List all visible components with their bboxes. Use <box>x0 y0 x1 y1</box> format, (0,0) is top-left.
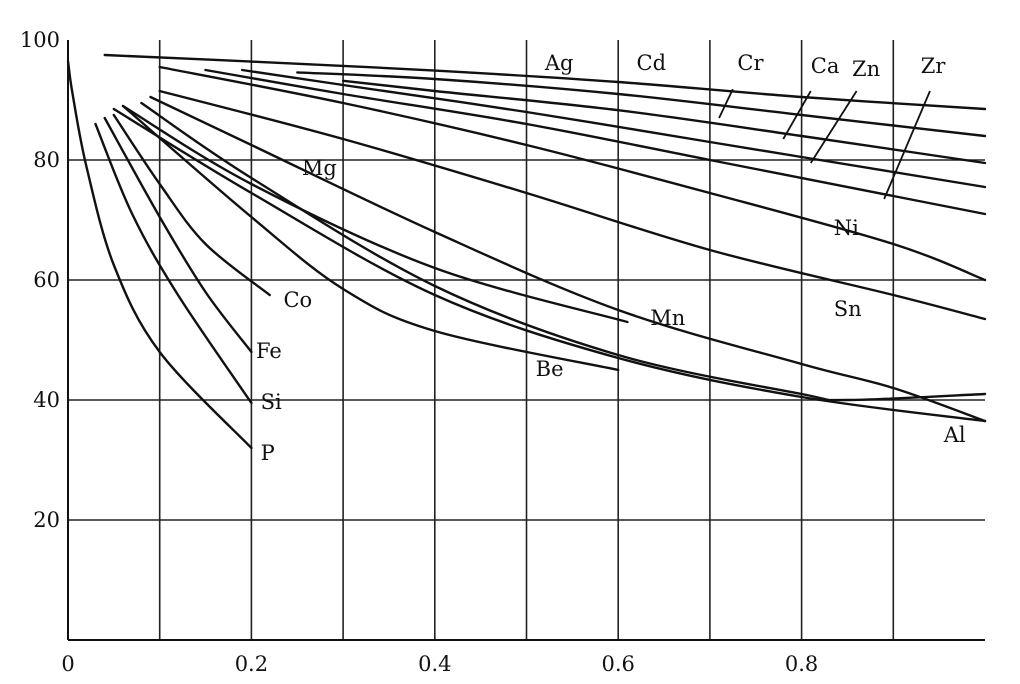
series-line-cd <box>296 71 987 138</box>
y-tick-label: 40 <box>33 388 60 412</box>
series <box>66 53 987 450</box>
x-tick-label: 0.6 <box>601 652 634 676</box>
series-line-ca <box>241 68 987 189</box>
series-line-mn <box>121 104 629 324</box>
grid <box>68 40 985 640</box>
series-label-p: P <box>261 441 275 465</box>
series-label-zn: Zn <box>852 57 880 81</box>
leader-line-cr <box>718 88 734 119</box>
series-label-cr: Cr <box>737 51 764 75</box>
series-line-be <box>121 104 620 372</box>
series-label-mn: Mn <box>650 306 685 330</box>
series-line-zn <box>204 68 987 216</box>
series-line-mg <box>140 101 987 402</box>
series-labels: Ag Cd Cr Ca Zn Zr Ni Sn Mg Mn Be Al Co Fe Si P <box>256 51 966 465</box>
series-label-co: Co <box>283 288 312 312</box>
series-label-cd: Cd <box>637 51 667 75</box>
series-line-si <box>94 122 253 405</box>
series-label-mg: Mg <box>302 156 337 180</box>
y-tick-label: 20 <box>33 508 60 532</box>
leader-line-ca <box>782 90 812 140</box>
y-tick-label: 100 <box>20 28 60 52</box>
series-label-zr: Zr <box>921 54 947 78</box>
series-line-zr <box>158 65 987 282</box>
series-line-ni <box>158 89 987 321</box>
series-line-sn <box>149 95 987 423</box>
x-tick-label: 0 <box>61 652 74 676</box>
axes <box>67 40 985 641</box>
series-label-fe: Fe <box>256 339 282 363</box>
series-label-ca: Ca <box>811 54 840 78</box>
series-line-ag <box>103 53 987 111</box>
tick-labels: 0 0.2 0.4 0.6 0.8 20 40 60 80 100 <box>20 28 818 676</box>
x-tick-label: 0.8 <box>785 652 818 676</box>
series-line-fe <box>103 116 253 354</box>
y-tick-label: 80 <box>33 148 60 172</box>
y-tick-label: 60 <box>33 268 60 292</box>
series-line-co <box>112 113 271 297</box>
series-label-sn: Sn <box>834 297 862 321</box>
series-label-si: Si <box>261 390 282 414</box>
x-tick-label: 0.2 <box>235 652 268 676</box>
leader-line-zn <box>810 90 858 164</box>
series-label-ag: Ag <box>544 51 574 75</box>
x-tick-label: 0.4 <box>418 652 451 676</box>
series-label-be: Be <box>536 357 564 381</box>
series-label-ni: Ni <box>834 216 859 240</box>
series-line-p <box>66 59 253 450</box>
series-line-cr <box>341 79 987 165</box>
series-line-al <box>112 107 987 423</box>
leader-line-zr <box>883 90 931 200</box>
series-label-al: Al <box>943 423 966 447</box>
